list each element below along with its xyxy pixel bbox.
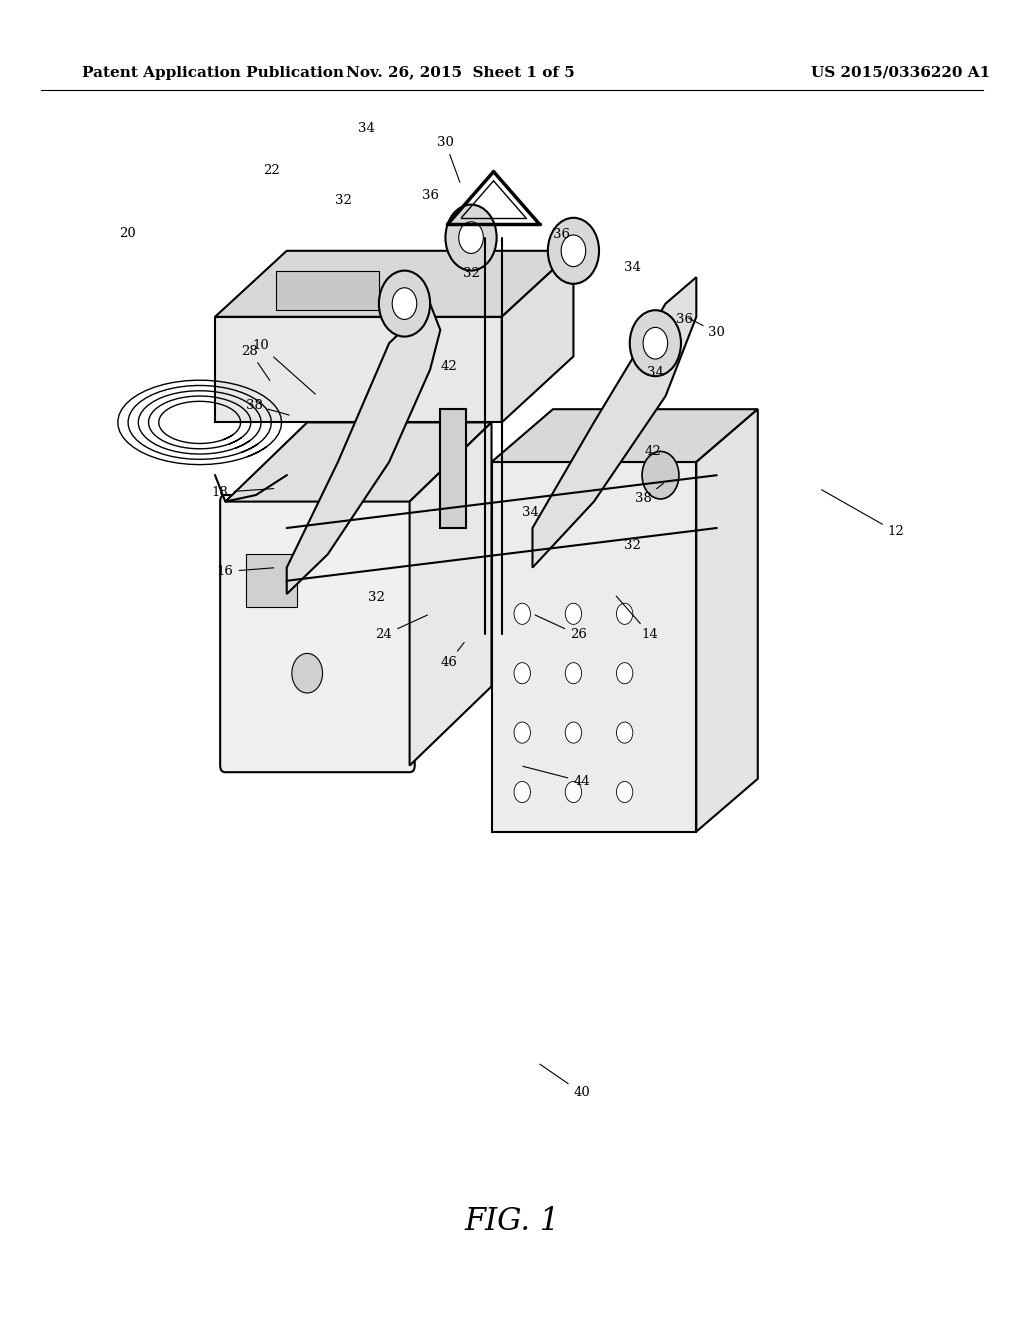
Text: 46: 46 — [440, 643, 464, 669]
Bar — [246, 554, 297, 607]
Bar — [276, 271, 379, 310]
Circle shape — [616, 603, 633, 624]
Circle shape — [565, 663, 582, 684]
Circle shape — [565, 722, 582, 743]
Bar — [215, 317, 502, 422]
Circle shape — [565, 781, 582, 803]
Circle shape — [514, 663, 530, 684]
Text: 32: 32 — [625, 539, 641, 552]
Text: 14: 14 — [616, 597, 658, 642]
Text: Nov. 26, 2015  Sheet 1 of 5: Nov. 26, 2015 Sheet 1 of 5 — [346, 66, 575, 79]
Text: 36: 36 — [422, 189, 438, 202]
Polygon shape — [410, 422, 492, 766]
Text: 34: 34 — [647, 366, 664, 379]
Text: Patent Application Publication: Patent Application Publication — [82, 66, 344, 79]
Text: 42: 42 — [645, 445, 662, 458]
Circle shape — [561, 235, 586, 267]
Polygon shape — [502, 251, 573, 422]
Text: 30: 30 — [437, 136, 460, 182]
Circle shape — [292, 653, 323, 693]
Text: US 2015/0336220 A1: US 2015/0336220 A1 — [811, 66, 991, 79]
Polygon shape — [696, 409, 758, 832]
Text: 34: 34 — [358, 121, 375, 135]
Text: 32: 32 — [369, 591, 385, 605]
Circle shape — [643, 327, 668, 359]
Text: 20: 20 — [120, 227, 136, 240]
Bar — [492, 462, 696, 832]
Text: 10: 10 — [253, 339, 315, 395]
Text: 16: 16 — [217, 565, 273, 578]
Circle shape — [642, 451, 679, 499]
Text: 34: 34 — [522, 506, 539, 519]
Circle shape — [392, 288, 417, 319]
Circle shape — [630, 310, 681, 376]
Text: 26: 26 — [535, 615, 587, 642]
Circle shape — [616, 663, 633, 684]
Polygon shape — [225, 422, 492, 502]
Polygon shape — [215, 251, 573, 317]
Circle shape — [514, 722, 530, 743]
Circle shape — [514, 781, 530, 803]
Polygon shape — [492, 409, 758, 462]
Text: 24: 24 — [376, 615, 428, 642]
Text: 18: 18 — [212, 486, 273, 499]
Text: 32: 32 — [335, 194, 351, 207]
Circle shape — [379, 271, 430, 337]
Circle shape — [616, 781, 633, 803]
Circle shape — [514, 603, 530, 624]
Text: FIG. 1: FIG. 1 — [464, 1205, 560, 1237]
Text: 40: 40 — [540, 1064, 590, 1100]
Text: 38: 38 — [246, 399, 289, 414]
Circle shape — [548, 218, 599, 284]
Circle shape — [565, 603, 582, 624]
Circle shape — [459, 222, 483, 253]
Text: 22: 22 — [263, 164, 280, 177]
Text: 38: 38 — [635, 483, 664, 506]
Text: 32: 32 — [463, 267, 479, 280]
Text: 28: 28 — [242, 345, 269, 380]
Polygon shape — [287, 304, 440, 594]
Text: 30: 30 — [688, 318, 725, 339]
Bar — [440, 409, 466, 528]
Polygon shape — [532, 277, 696, 568]
Text: 36: 36 — [553, 228, 569, 242]
Text: 36: 36 — [676, 313, 692, 326]
Text: 34: 34 — [625, 261, 641, 275]
Text: 12: 12 — [821, 490, 904, 539]
FancyBboxPatch shape — [220, 495, 415, 772]
Text: 42: 42 — [440, 360, 457, 374]
Circle shape — [616, 722, 633, 743]
Text: 44: 44 — [523, 767, 590, 788]
Circle shape — [445, 205, 497, 271]
